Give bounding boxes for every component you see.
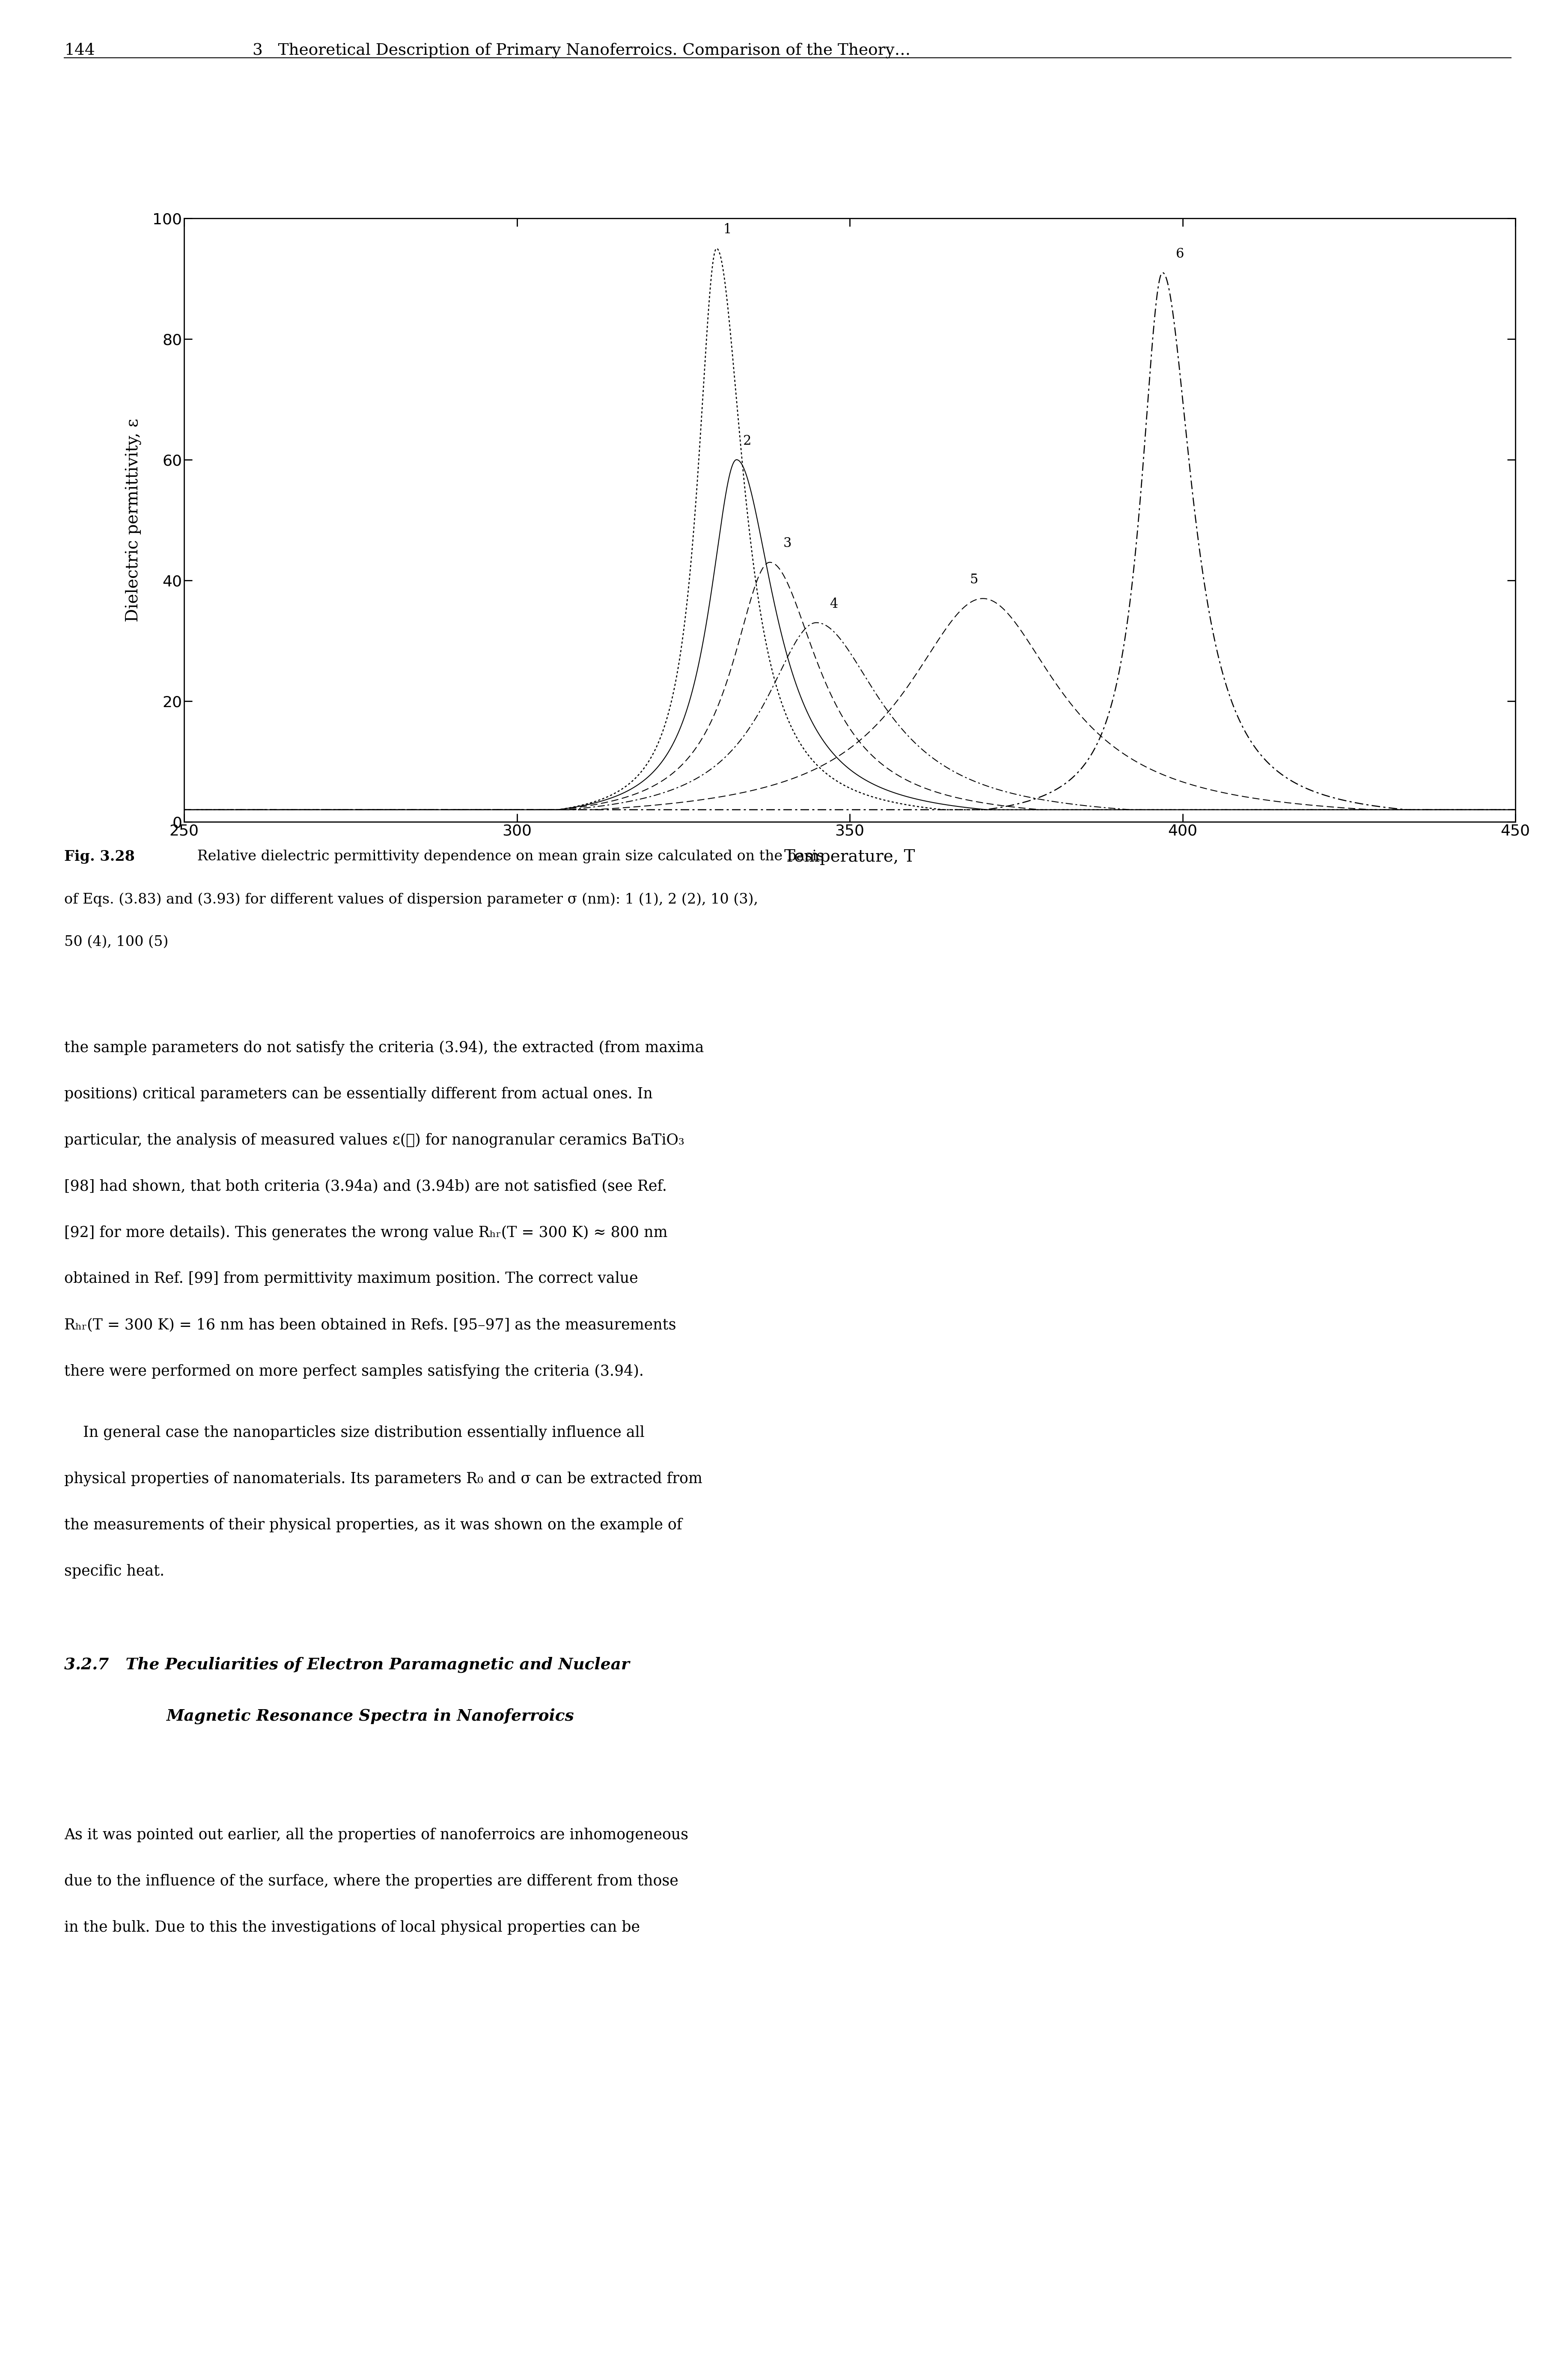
Text: Magnetic Resonance Spectra in Nanoferroics: Magnetic Resonance Spectra in Nanoferroi…: [166, 1708, 574, 1725]
Text: the sample parameters do not satisfy the criteria (3.94), the extracted (from ma: the sample parameters do not satisfy the…: [64, 1041, 704, 1055]
Text: 2: 2: [743, 435, 751, 447]
Text: [98] had shown, that both criteria (3.94a) and (3.94b) are not satisfied (see Re: [98] had shown, that both criteria (3.94…: [64, 1178, 666, 1193]
Text: Fig. 3.28: Fig. 3.28: [64, 851, 135, 865]
Y-axis label: Dielectric permittivity, ε: Dielectric permittivity, ε: [125, 418, 141, 623]
Text: physical properties of nanomaterials. Its parameters R₀ and σ can be extracted f: physical properties of nanomaterials. It…: [64, 1471, 702, 1487]
Text: in the bulk. Due to this the investigations of local physical properties can be: in the bulk. Due to this the investigati…: [64, 1920, 640, 1934]
Text: specific heat.: specific heat.: [64, 1563, 165, 1578]
Text: Relative dielectric permittivity dependence on mean grain size calculated on the: Relative dielectric permittivity depende…: [193, 851, 825, 862]
Text: 3: 3: [782, 537, 792, 551]
Text: of Eqs. (3.83) and (3.93) for different values of dispersion parameter σ (nm): 1: of Eqs. (3.83) and (3.93) for different …: [64, 893, 757, 905]
Text: particular, the analysis of measured values ε(ℛ) for nanogranular ceramics BaTiO: particular, the analysis of measured val…: [64, 1133, 684, 1148]
Text: 144: 144: [64, 43, 96, 59]
Text: 50 (4), 100 (5): 50 (4), 100 (5): [64, 936, 168, 948]
Text: Rₕᵣ(T = 300 K) = 16 nm has been obtained in Refs. [95–97] as the measurements: Rₕᵣ(T = 300 K) = 16 nm has been obtained…: [64, 1316, 676, 1333]
Text: positions) critical parameters can be essentially different from actual ones. In: positions) critical parameters can be es…: [64, 1086, 652, 1100]
Text: 3.2.7   The Peculiarities of Electron Paramagnetic and Nuclear: 3.2.7 The Peculiarities of Electron Para…: [64, 1656, 629, 1673]
Text: due to the influence of the surface, where the properties are different from tho: due to the influence of the surface, whe…: [64, 1875, 679, 1889]
Text: obtained in Ref. [99] from permittivity maximum position. The correct value: obtained in Ref. [99] from permittivity …: [64, 1271, 638, 1285]
Text: 3   Theoretical Description of Primary Nanoferroics. Comparison of the Theory…: 3 Theoretical Description of Primary Nan…: [252, 43, 911, 59]
Text: In general case the nanoparticles size distribution essentially influence all: In general case the nanoparticles size d…: [64, 1426, 644, 1440]
X-axis label: Temperature, T: Temperature, T: [784, 848, 916, 865]
Text: [92] for more details). This generates the wrong value Rₕᵣ(T = 300 K) ≈ 800 nm: [92] for more details). This generates t…: [64, 1226, 668, 1240]
Text: 6: 6: [1176, 247, 1184, 261]
Text: there were performed on more perfect samples satisfying the criteria (3.94).: there were performed on more perfect sam…: [64, 1364, 644, 1378]
Text: 5: 5: [969, 573, 978, 587]
Text: 4: 4: [829, 596, 837, 611]
Text: As it was pointed out earlier, all the properties of nanoferroics are inhomogene: As it was pointed out earlier, all the p…: [64, 1827, 688, 1841]
Text: the measurements of their physical properties, as it was shown on the example of: the measurements of their physical prope…: [64, 1518, 682, 1533]
Text: 1: 1: [723, 223, 732, 235]
